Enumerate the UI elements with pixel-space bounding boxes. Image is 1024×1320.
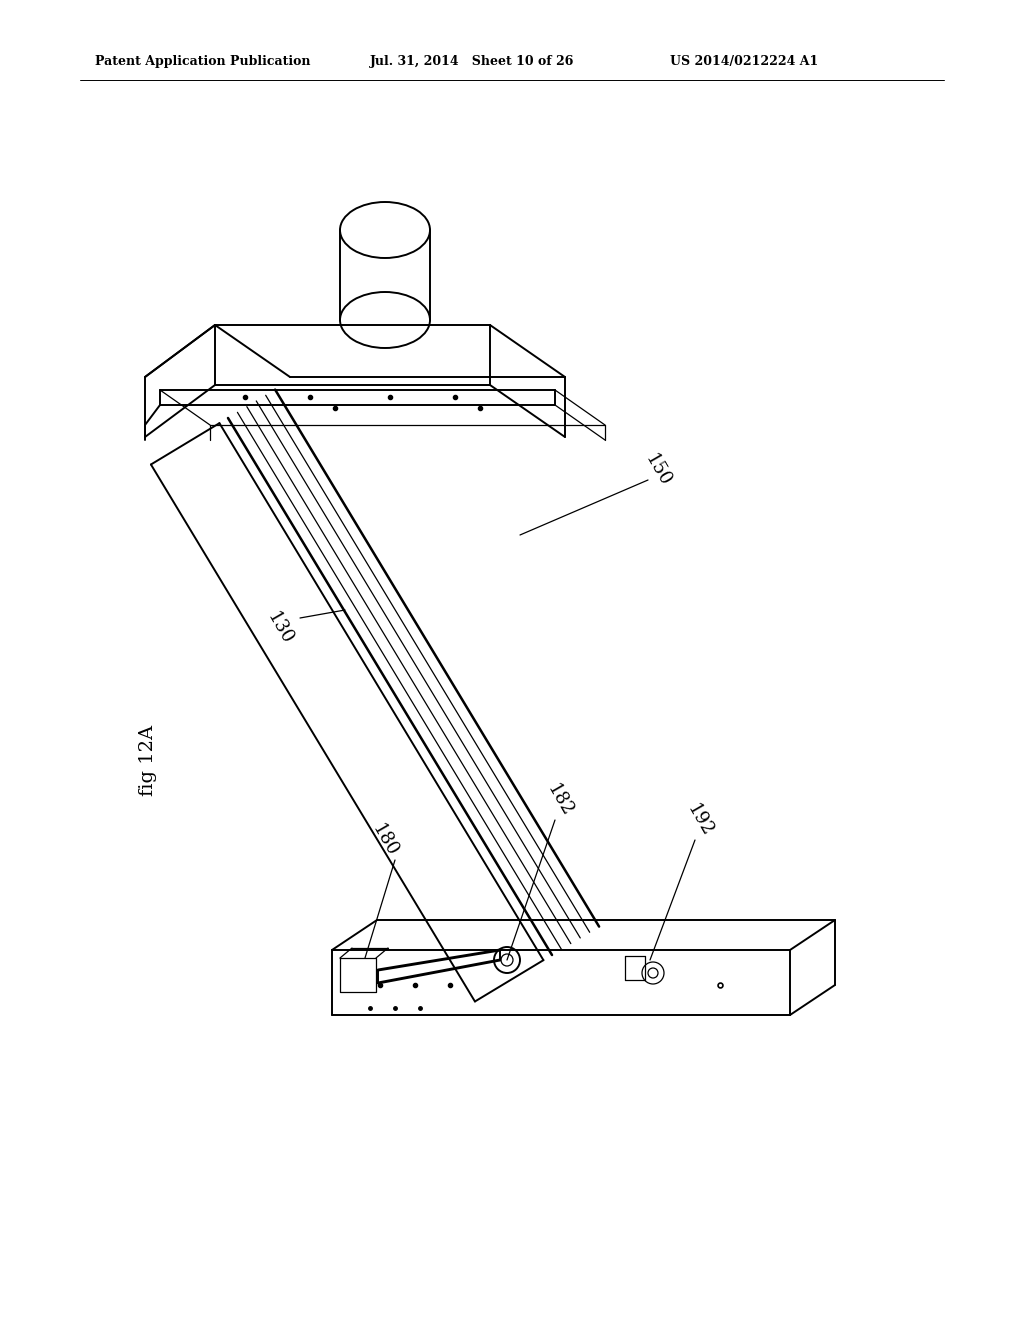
Circle shape xyxy=(494,946,520,973)
Text: 150: 150 xyxy=(642,450,675,490)
Text: 130: 130 xyxy=(263,609,296,647)
Text: Jul. 31, 2014   Sheet 10 of 26: Jul. 31, 2014 Sheet 10 of 26 xyxy=(370,55,574,69)
Circle shape xyxy=(642,962,664,983)
Text: Patent Application Publication: Patent Application Publication xyxy=(95,55,310,69)
Ellipse shape xyxy=(340,202,430,257)
Text: fig 12A: fig 12A xyxy=(139,725,157,796)
Text: 182: 182 xyxy=(544,780,577,820)
Text: 192: 192 xyxy=(684,801,717,840)
Text: 180: 180 xyxy=(369,821,401,859)
Ellipse shape xyxy=(340,292,430,348)
Text: US 2014/0212224 A1: US 2014/0212224 A1 xyxy=(670,55,818,69)
